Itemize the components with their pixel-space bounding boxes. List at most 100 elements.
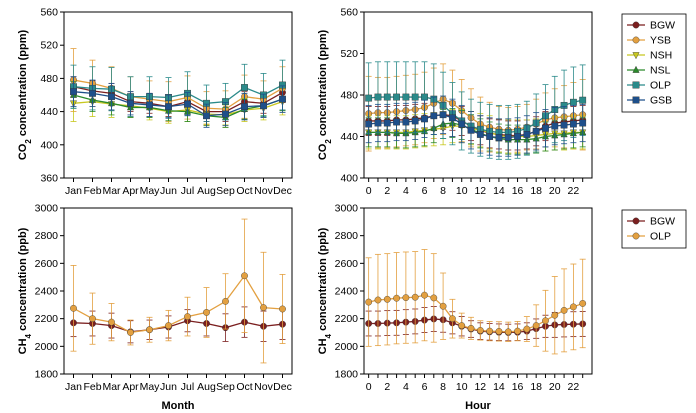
y-axis-label: CH4 concentration (ppb) bbox=[17, 227, 33, 354]
x-tick-label: Mar bbox=[102, 185, 121, 197]
y-tick-label: 2600 bbox=[35, 258, 59, 270]
data-point bbox=[165, 103, 172, 111]
x-tick-label: 16 bbox=[512, 185, 524, 197]
x-tick-label: 12 bbox=[474, 185, 486, 197]
data-point bbox=[222, 110, 229, 118]
legend-swatch-marker bbox=[632, 65, 640, 73]
x-tick-label: Jan bbox=[65, 381, 82, 393]
x-tick-label: Nov bbox=[254, 381, 273, 393]
data-point bbox=[458, 322, 466, 329]
legend-swatch-marker bbox=[632, 36, 640, 44]
x-axis-label: Hour bbox=[465, 400, 491, 412]
data-point bbox=[439, 111, 447, 119]
data-point bbox=[542, 124, 549, 132]
y-tick-label: 2400 bbox=[35, 286, 59, 298]
data-point bbox=[504, 134, 512, 141]
y-axis-label-sub: 2 bbox=[24, 139, 33, 144]
series-line bbox=[368, 122, 583, 141]
data-point bbox=[203, 112, 210, 120]
data-point bbox=[241, 272, 248, 280]
legend-label: NSL bbox=[650, 65, 671, 77]
y-axis-label-rest: concentration (ppm) bbox=[317, 29, 329, 139]
y-tick-label: 520 bbox=[340, 48, 358, 60]
data-point bbox=[542, 317, 549, 325]
y-axis-label-sub: 4 bbox=[324, 333, 333, 338]
data-point bbox=[70, 304, 77, 312]
y-tick-label: 2200 bbox=[35, 313, 59, 325]
data-point bbox=[108, 318, 115, 326]
series-line bbox=[368, 98, 583, 131]
series-gsb bbox=[365, 95, 587, 157]
legend-box bbox=[621, 13, 687, 113]
series-olp bbox=[70, 218, 286, 364]
legend-swatch-marker bbox=[632, 21, 640, 29]
x-tick-label: Sep bbox=[216, 185, 235, 197]
x-tick-label: 8 bbox=[440, 381, 446, 393]
legend-label: BGW bbox=[650, 216, 675, 228]
plot-frame bbox=[63, 207, 293, 375]
x-tick-label: Jun bbox=[160, 381, 177, 393]
y-tick-label: 3000 bbox=[335, 203, 359, 215]
data-point bbox=[579, 300, 587, 307]
data-point bbox=[108, 93, 115, 101]
data-point bbox=[70, 88, 77, 96]
x-tick-label: Jul bbox=[181, 185, 194, 197]
x-tick-label: 18 bbox=[530, 185, 542, 197]
x-tick-label: Nov bbox=[254, 185, 273, 197]
x-tick-label: 16 bbox=[512, 381, 524, 393]
data-point bbox=[393, 118, 400, 126]
data-point bbox=[383, 295, 391, 303]
legend-swatch-marker bbox=[632, 52, 640, 60]
data-point bbox=[260, 102, 267, 110]
data-point bbox=[569, 303, 577, 311]
x-tick-label: 22 bbox=[568, 381, 580, 393]
x-tick-label: 22 bbox=[568, 185, 580, 197]
data-point bbox=[374, 93, 382, 101]
y-axis-label: CO2 concentration (ppm) bbox=[317, 29, 333, 160]
x-tick-label: 14 bbox=[493, 381, 505, 393]
data-point bbox=[184, 100, 191, 108]
data-point bbox=[560, 306, 568, 314]
x-tick-label: Dec bbox=[273, 381, 292, 393]
x-tick-label: Apr bbox=[122, 381, 139, 393]
x-tick-label: 2 bbox=[384, 381, 390, 393]
y-tick-label: 400 bbox=[340, 173, 358, 185]
x-tick-label: 20 bbox=[549, 381, 561, 393]
legend-label: OLP bbox=[650, 231, 671, 243]
x-tick-label: Aug bbox=[197, 381, 216, 393]
legend-swatch-marker bbox=[632, 232, 640, 240]
data-point bbox=[569, 120, 577, 128]
y-axis-label: CH4 concentration (ppb) bbox=[317, 227, 333, 354]
data-point bbox=[532, 322, 540, 329]
y-tick-label: 440 bbox=[340, 131, 358, 143]
data-point bbox=[127, 99, 134, 107]
data-point bbox=[411, 93, 419, 101]
x-tick-label: Feb bbox=[83, 381, 101, 393]
data-point bbox=[279, 95, 286, 103]
y-axis-label-rest: concentration (ppb) bbox=[317, 227, 329, 334]
data-point bbox=[241, 84, 248, 91]
x-tick-label: 0 bbox=[366, 381, 372, 393]
x-tick-label: Dec bbox=[273, 185, 292, 197]
data-point bbox=[411, 293, 419, 301]
x-tick-label: Mar bbox=[102, 381, 121, 393]
y-tick-label: 360 bbox=[40, 173, 58, 185]
data-point bbox=[402, 118, 410, 126]
chart-ch4_hour: 1800 2000 2200 2400 2600 2800 3000 0 2 4 6 8 10 12 14 1… bbox=[317, 203, 687, 412]
data-point bbox=[165, 322, 172, 329]
data-point bbox=[203, 309, 210, 316]
series-bgw bbox=[365, 306, 587, 342]
x-tick-label: Jan bbox=[65, 185, 82, 197]
y-tick-label: 560 bbox=[340, 7, 358, 19]
x-tick-label: Oct bbox=[236, 381, 252, 393]
data-point bbox=[365, 120, 373, 128]
legend-label: YSB bbox=[650, 35, 671, 47]
data-point bbox=[579, 96, 587, 104]
data-point bbox=[146, 101, 153, 109]
data-point bbox=[260, 304, 267, 311]
y-tick-label: 480 bbox=[40, 73, 58, 85]
legend-label: GSB bbox=[650, 95, 672, 107]
data-point bbox=[184, 313, 191, 320]
data-point bbox=[523, 325, 531, 333]
